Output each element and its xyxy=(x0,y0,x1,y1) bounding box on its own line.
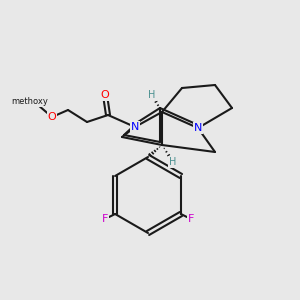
Text: F: F xyxy=(102,214,108,224)
Text: N: N xyxy=(194,123,202,133)
Text: O: O xyxy=(48,112,56,122)
Text: O: O xyxy=(100,90,109,100)
Text: N: N xyxy=(131,122,139,132)
Text: F: F xyxy=(188,214,194,224)
Text: methoxy: methoxy xyxy=(12,98,48,106)
Text: H: H xyxy=(148,90,156,100)
Text: H: H xyxy=(169,157,177,167)
